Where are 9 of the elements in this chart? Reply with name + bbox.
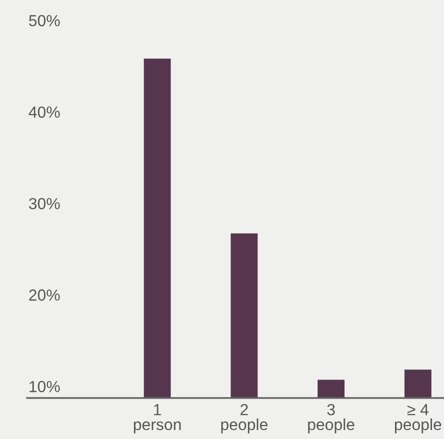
y-tick-label: 20%: [29, 289, 60, 301]
x-tick-label: 1 person: [134, 404, 181, 434]
x-tick-label: 3 people: [308, 404, 354, 434]
x-tick-label: 2 people: [221, 404, 268, 434]
x-tick-label: ≥ 4 people: [394, 404, 442, 434]
y-tick-label: 30%: [29, 198, 60, 210]
y-tick-label: 50%: [29, 14, 60, 26]
y-tick-label: 40%: [28, 106, 60, 118]
y-tick-label: 10%: [30, 380, 60, 392]
